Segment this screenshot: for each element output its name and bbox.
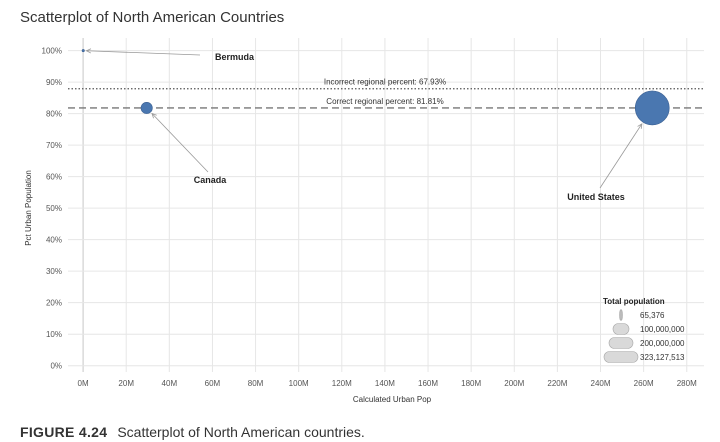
y-axis-label: Pct Urban Population — [24, 170, 33, 246]
figure-caption: FIGURE 4.24 Scatterplot of North American… — [20, 424, 365, 440]
x-axis-label: Calculated Urban Pop — [353, 395, 432, 404]
point-annotation-label: Bermuda — [215, 52, 255, 62]
x-tick-label: 160M — [418, 379, 438, 388]
x-tick-label: 240M — [591, 379, 611, 388]
annotation-arrowhead — [637, 123, 643, 129]
annotation-leader-line — [151, 113, 209, 173]
x-tick-label: 180M — [461, 379, 481, 388]
annotation-leader-line — [599, 123, 643, 189]
y-tick-label: 60% — [46, 173, 62, 182]
y-tick-label: 50% — [46, 204, 62, 213]
size-legend: Total population 65,376 100,000,000 200,000… — [603, 297, 685, 363]
point-annotation-label: Canada — [194, 175, 228, 185]
data-points — [81, 49, 670, 126]
x-tick-label: 80M — [248, 379, 264, 388]
y-tick-label: 10% — [46, 330, 62, 339]
annotation-leader-line — [86, 50, 201, 56]
x-axis-ticks: 0M 20M 40M 60M 80M 100M 120M 140M 160M 180M 200M 22… — [78, 379, 698, 388]
y-axis-ticks: 0% 10% 20% 30% 40% 50% 60% 70% 80% 90% 100% — [42, 47, 62, 371]
data-point — [634, 90, 670, 126]
x-tick-label: 220M — [547, 379, 567, 388]
chart-title: Scatterplot of North American Countries — [20, 9, 285, 26]
legend-size-marker — [619, 309, 623, 321]
x-tick-label: 200M — [504, 379, 524, 388]
data-point — [140, 101, 153, 114]
x-tick-label: 40M — [162, 379, 178, 388]
figure-caption-text: Scatterplot of North American countries. — [117, 424, 365, 440]
y-tick-label: 0% — [50, 362, 62, 371]
y-tick-label: 40% — [46, 236, 62, 245]
legend-item-label: 200,000,000 — [640, 339, 685, 348]
x-tick-label: 260M — [634, 379, 654, 388]
x-tick-label: 120M — [332, 379, 352, 388]
x-tick-label: 140M — [375, 379, 395, 388]
y-tick-label: 20% — [46, 299, 62, 308]
reference-line-label: Correct regional percent: 81.81% — [326, 97, 443, 106]
reference-line-label: Incorrect regional percent: 67.93% — [324, 78, 446, 87]
x-tick-label: 0M — [78, 379, 89, 388]
x-tick-label: 20M — [118, 379, 134, 388]
scatterplot-chart: Incorrect regional percent: 67.93% Correc… — [24, 38, 704, 404]
y-tick-label: 90% — [46, 78, 62, 87]
legend-size-marker — [608, 337, 634, 349]
data-point — [81, 49, 85, 53]
legend-item-label: 100,000,000 — [640, 325, 685, 334]
annotation-arrowhead — [85, 48, 92, 54]
y-tick-label: 100% — [42, 47, 62, 56]
y-tick-label: 30% — [46, 267, 62, 276]
reference-lines: Incorrect regional percent: 67.93% Correc… — [68, 78, 704, 109]
legend-item-label: 323,127,513 — [640, 353, 685, 362]
y-tick-label: 70% — [46, 141, 62, 150]
x-tick-label: 280M — [677, 379, 697, 388]
legend-size-marker — [612, 323, 630, 335]
x-tick-label: 60M — [205, 379, 221, 388]
point-annotation-label: United States — [567, 192, 625, 202]
x-tick-label: 100M — [289, 379, 309, 388]
figure-label: FIGURE 4.24 — [20, 424, 108, 440]
legend-title: Total population — [603, 297, 665, 306]
point-annotations: Bermuda Canada United States — [85, 48, 643, 202]
annotation-arrowhead — [151, 112, 157, 119]
legend-size-marker — [603, 351, 639, 363]
y-tick-label: 80% — [46, 110, 62, 119]
grid — [68, 38, 704, 372]
legend-item-label: 65,376 — [640, 311, 665, 320]
